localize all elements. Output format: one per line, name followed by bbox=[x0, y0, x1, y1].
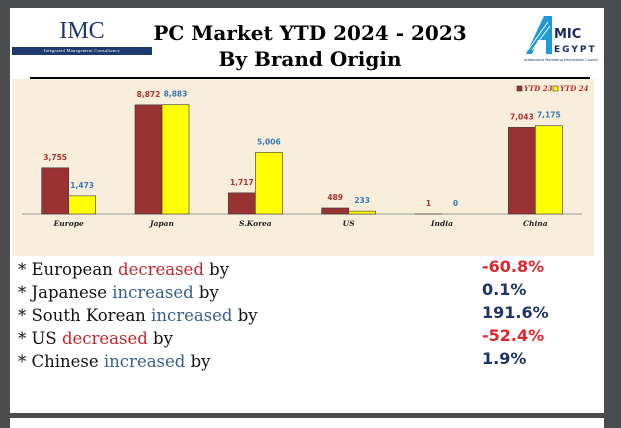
x-tick-label: Japan bbox=[148, 219, 174, 228]
imc-logo: IMC Integrated Management Consultancy bbox=[12, 18, 152, 55]
amic-egypt-logo: MIC EGYPT Automotive Marketing Informati… bbox=[522, 14, 602, 72]
stat-subject: * Chinese bbox=[18, 352, 104, 371]
data-label: 489 bbox=[327, 193, 343, 202]
data-label: 8,883 bbox=[164, 90, 188, 99]
stat-value: -52.4% bbox=[482, 324, 544, 347]
bar-ytd-23-japan bbox=[135, 105, 162, 214]
stat-verb: increased bbox=[104, 352, 185, 371]
bar-ytd-24-china bbox=[535, 126, 562, 214]
legend-label: YTD 24 bbox=[560, 84, 589, 93]
stat-suffix: by bbox=[194, 283, 219, 302]
stat-value: 0.1% bbox=[482, 278, 526, 301]
data-label: 8,872 bbox=[137, 90, 161, 99]
legend-swatch bbox=[517, 86, 522, 91]
stat-subject: * US bbox=[18, 329, 62, 348]
svg-text:MIC: MIC bbox=[554, 27, 581, 42]
x-tick-label: Europe bbox=[53, 219, 84, 228]
stat-line: * South Korean increased by bbox=[18, 304, 258, 327]
data-label: 1,717 bbox=[230, 178, 254, 187]
data-label: 1 bbox=[426, 199, 431, 208]
data-label: 3,755 bbox=[43, 153, 67, 162]
stat-verb: decreased bbox=[118, 260, 204, 279]
svg-text:Automotive Marketing Informati: Automotive Marketing Information Council bbox=[524, 58, 598, 62]
imc-logo-text: IMC bbox=[12, 18, 152, 45]
legend-label: YTD 23 bbox=[524, 84, 553, 93]
legend-swatch bbox=[553, 86, 558, 91]
data-label: 1,473 bbox=[70, 181, 94, 190]
data-label: 233 bbox=[354, 196, 370, 205]
bar-ytd-23-s.korea bbox=[228, 193, 255, 214]
stat-verb: increased bbox=[112, 283, 193, 302]
stat-suffix: by bbox=[148, 329, 173, 348]
bar-ytd-24-s.korea bbox=[255, 152, 282, 214]
title-line-2: By Brand Origin bbox=[150, 46, 470, 72]
stat-subject: * Japanese bbox=[18, 283, 112, 302]
x-tick-label: US bbox=[343, 219, 356, 228]
page-title: PC Market YTD 2024 - 2023 By Brand Origi… bbox=[150, 20, 470, 72]
stat-line: * European decreased by bbox=[18, 258, 229, 281]
imc-logo-tagline: Integrated Management Consultancy bbox=[12, 47, 152, 55]
data-label: 7,043 bbox=[510, 112, 534, 121]
stat-suffix: by bbox=[185, 352, 210, 371]
x-tick-label: S.Korea bbox=[239, 219, 272, 228]
bar-ytd-23-europe bbox=[42, 168, 69, 214]
slide-page: IMC Integrated Management Consultancy PC… bbox=[10, 8, 604, 413]
svg-text:EGYPT: EGYPT bbox=[554, 45, 597, 55]
bar-ytd-23-us bbox=[322, 208, 349, 214]
title-line-1: PC Market YTD 2024 - 2023 bbox=[150, 20, 470, 46]
stat-subject: * European bbox=[18, 260, 118, 279]
stat-line: * Japanese increased by bbox=[18, 281, 219, 304]
stat-verb: increased bbox=[151, 306, 232, 325]
next-page bbox=[10, 418, 604, 428]
stat-subject: * South Korean bbox=[18, 306, 151, 325]
stat-line: * Chinese increased by bbox=[18, 350, 210, 373]
x-tick-label: India bbox=[430, 219, 453, 228]
stat-verb: decreased bbox=[62, 329, 148, 348]
bar-ytd-24-japan bbox=[162, 105, 189, 214]
x-tick-label: China bbox=[523, 219, 548, 228]
stat-value: 1.9% bbox=[482, 347, 526, 370]
stat-suffix: by bbox=[204, 260, 229, 279]
bar-ytd-24-europe bbox=[69, 196, 96, 214]
stat-value: 191.6% bbox=[482, 301, 549, 324]
stat-line: * US decreased by bbox=[18, 327, 173, 350]
bar-ytd-23-china bbox=[508, 127, 535, 214]
stat-suffix: by bbox=[232, 306, 257, 325]
data-label: 5,006 bbox=[257, 137, 281, 146]
data-label: 7,175 bbox=[537, 111, 561, 120]
stat-value: -60.8% bbox=[482, 255, 544, 278]
data-label: 0 bbox=[453, 199, 458, 208]
bar-ytd-24-us bbox=[349, 211, 376, 214]
